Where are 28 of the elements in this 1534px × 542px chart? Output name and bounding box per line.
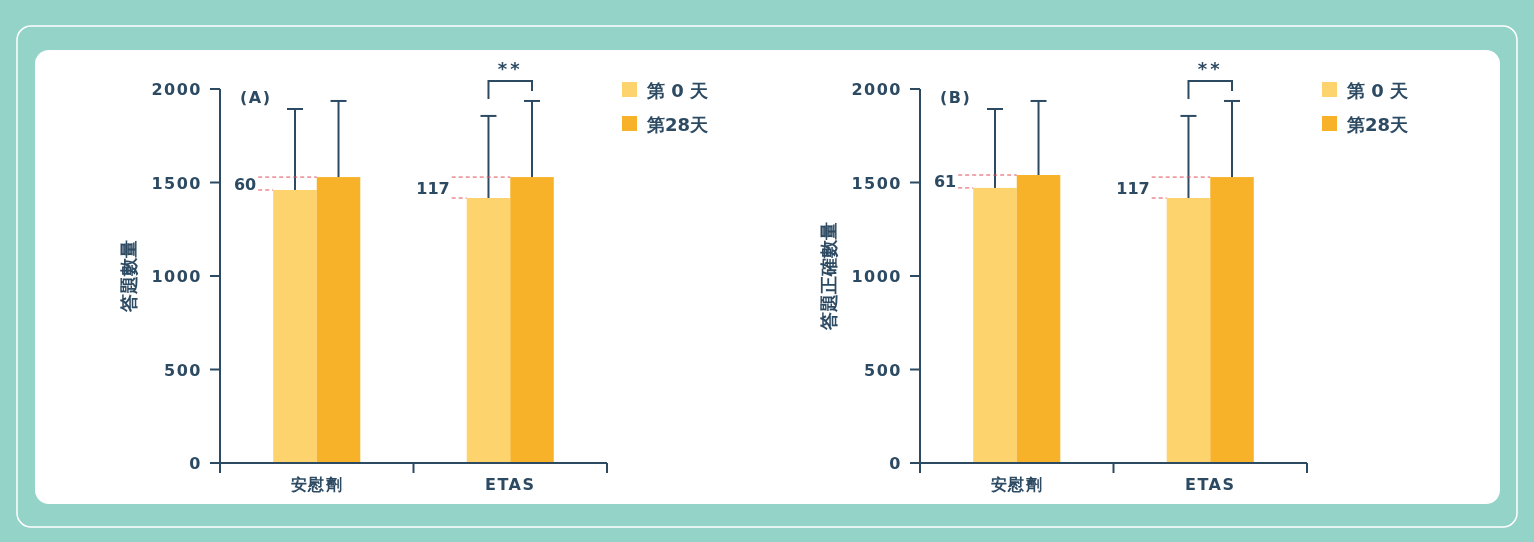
y-tick-label: 0 bbox=[889, 454, 902, 473]
annotation: 117 bbox=[416, 178, 450, 198]
legend-label: 第28天 bbox=[646, 114, 709, 135]
y-axis-title: 答題正確數量 bbox=[818, 222, 839, 331]
chart-title: (A) bbox=[240, 88, 272, 107]
y-tick-label: 500 bbox=[164, 360, 202, 380]
annotation: 60 bbox=[233, 174, 257, 194]
x-tick-label: ETAS bbox=[1184, 475, 1236, 494]
legend-label: 第28天 bbox=[1346, 114, 1409, 135]
x-tick-label: 安慰劑 bbox=[990, 475, 1043, 494]
y-tick-label: 1500 bbox=[151, 173, 202, 193]
x-tick-label: ETAS bbox=[484, 475, 536, 494]
annotation: 117 bbox=[1116, 178, 1150, 198]
y-tick-label: 500 bbox=[864, 360, 902, 380]
annotation: ** bbox=[497, 58, 523, 79]
x-tick-label: 安慰劑 bbox=[290, 475, 343, 494]
y-tick-label: 1000 bbox=[851, 267, 902, 286]
legend-label: 第 0 天 bbox=[646, 80, 709, 101]
annotation: ** bbox=[1197, 58, 1223, 79]
legend-label: 第 0 天 bbox=[1346, 80, 1409, 101]
y-axis-title: 答題數量 bbox=[118, 240, 139, 313]
y-tick-label: 2000 bbox=[151, 80, 202, 99]
y-tick-label: 0 bbox=[189, 454, 202, 473]
y-tick-label: 1000 bbox=[151, 267, 202, 286]
chart-title: (B) bbox=[940, 88, 972, 107]
annotation: 61 bbox=[933, 172, 957, 192]
y-tick-label: 1500 bbox=[851, 173, 902, 193]
y-tick-label: 2000 bbox=[851, 80, 902, 99]
